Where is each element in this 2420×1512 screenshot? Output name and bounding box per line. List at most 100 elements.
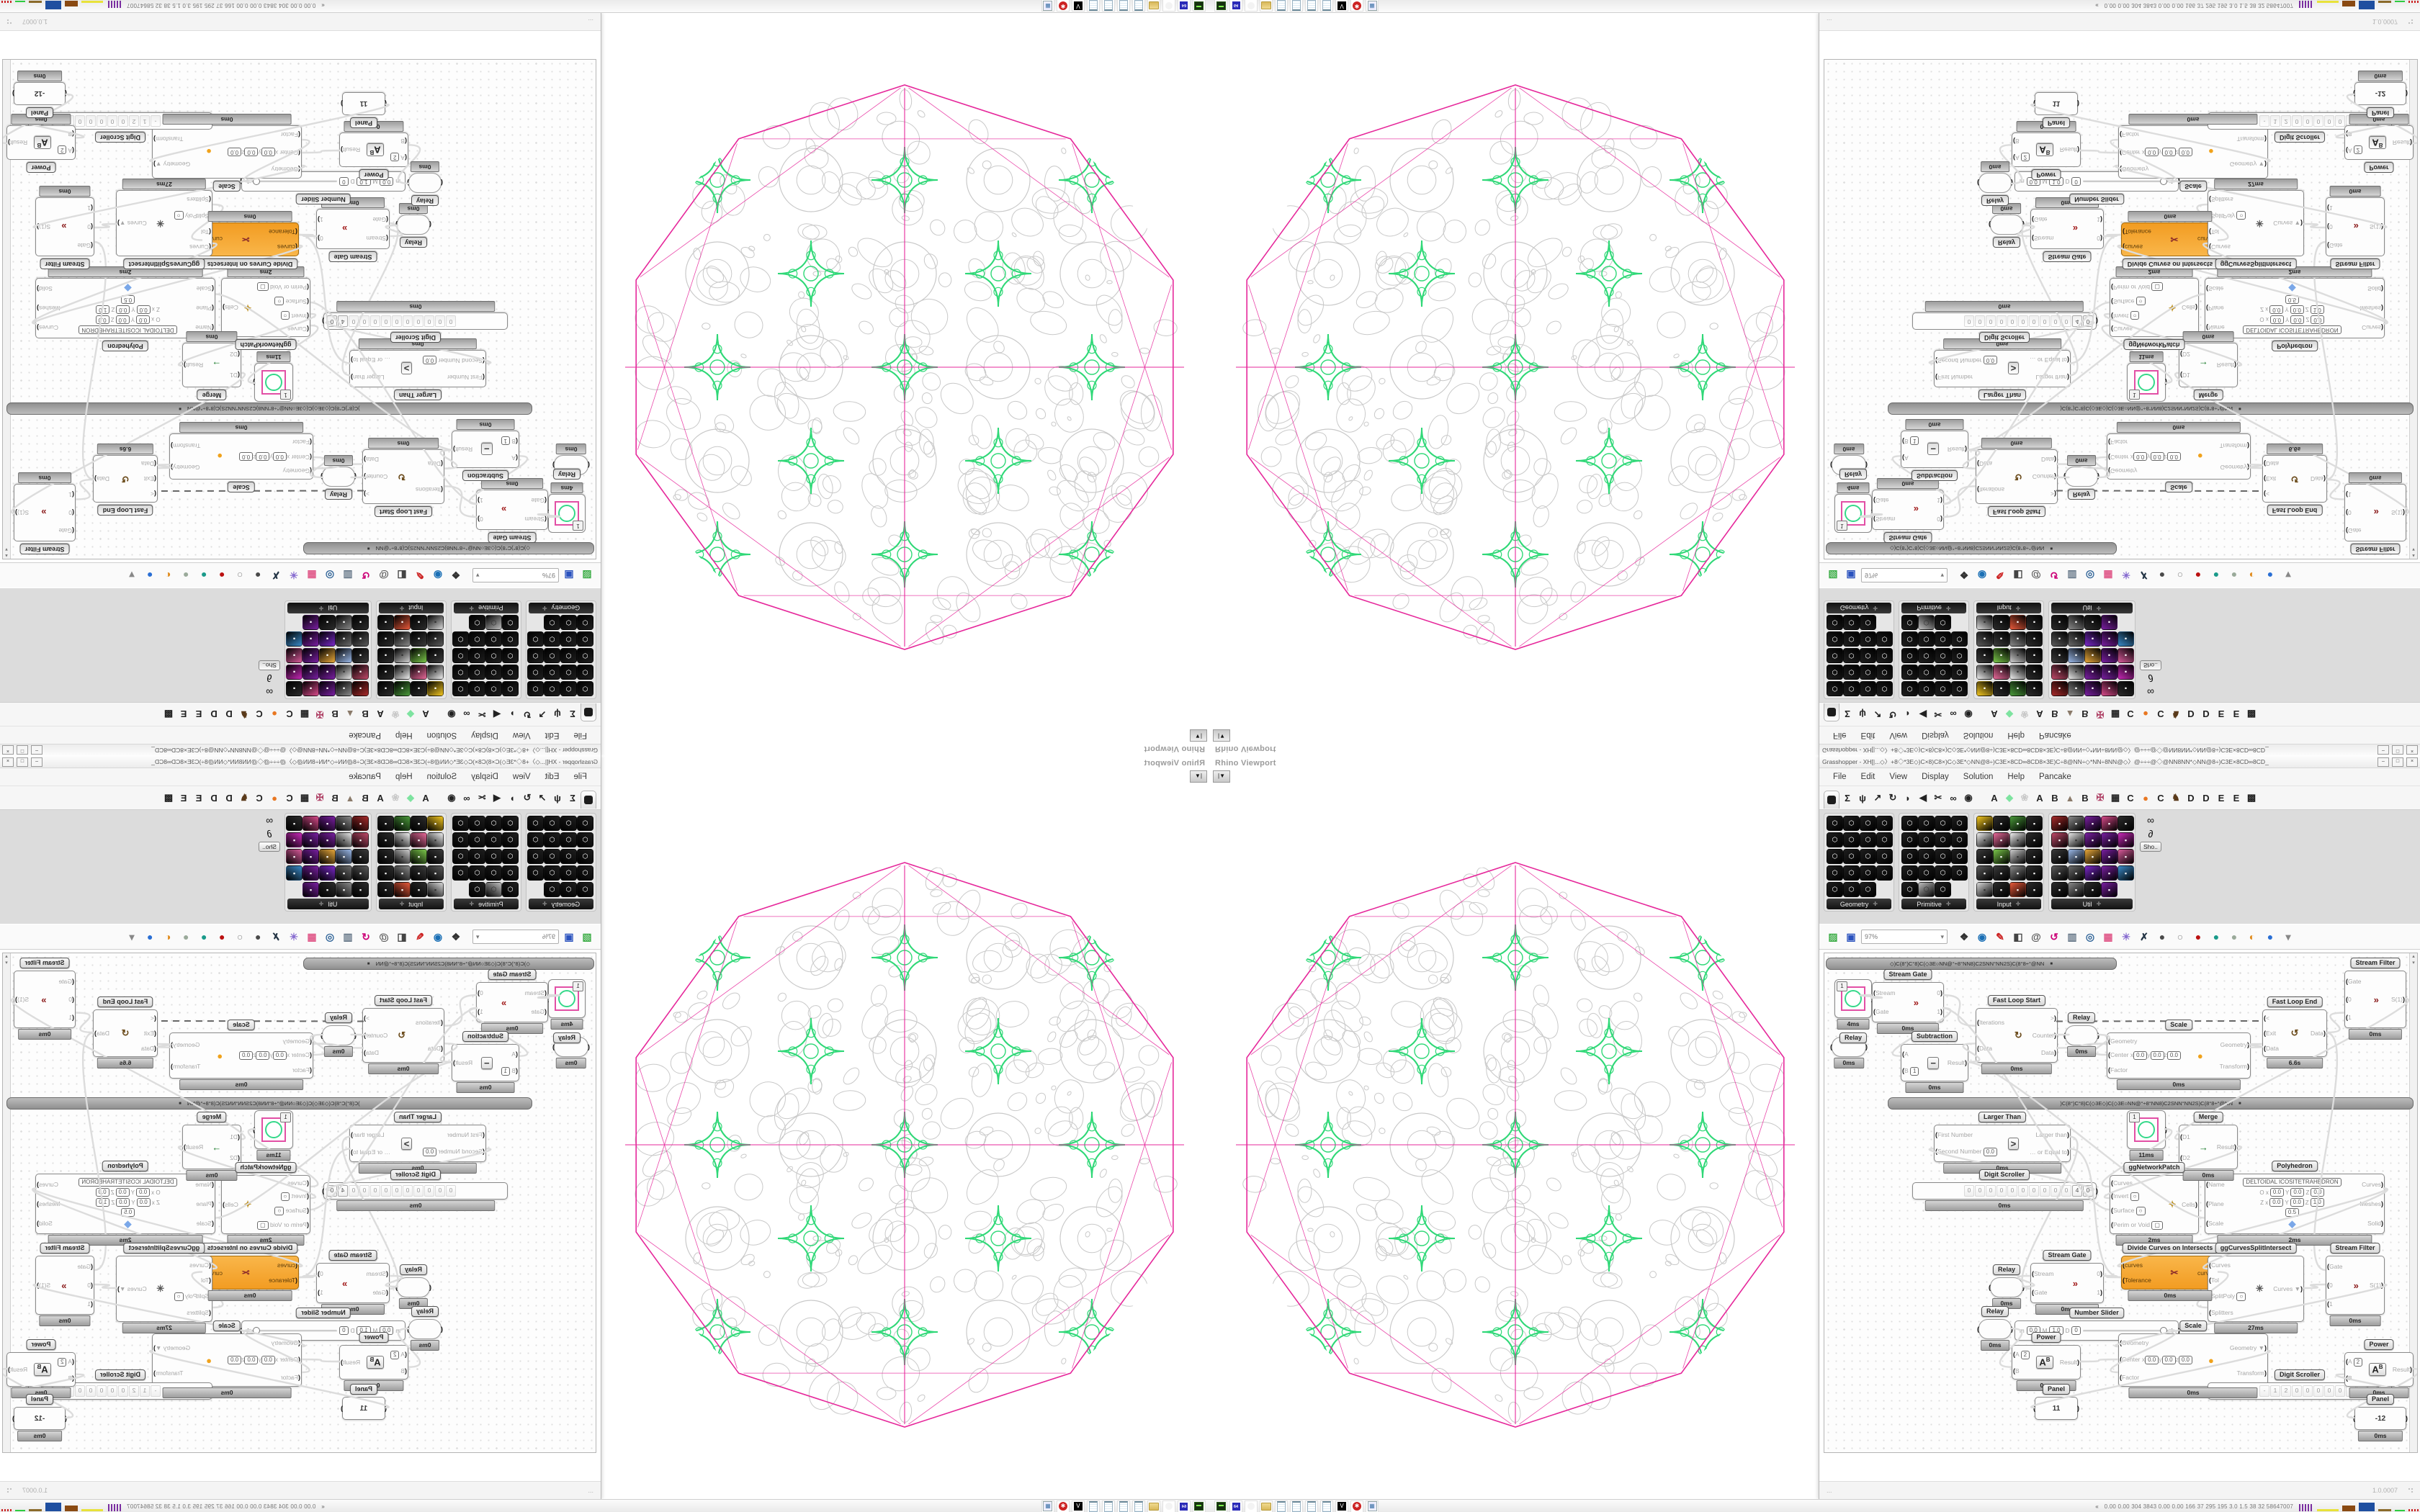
gh-tab-8[interactable]: ∞ xyxy=(1950,792,1957,804)
component-icon[interactable]: ⬡ xyxy=(577,816,593,831)
component-icon[interactable]: ▪ xyxy=(377,865,394,881)
component-icon[interactable]: ▪ xyxy=(319,648,336,663)
gh-tab-16[interactable]: ▲ xyxy=(345,708,355,720)
node-ggcurvessplitintersect[interactable]: (Curves(Tol(SplitPoly ○(Splitters✳Curves… xyxy=(116,179,212,269)
component-icon[interactable]: ▪ xyxy=(2009,865,2026,881)
component-icon[interactable]: ▪ xyxy=(2118,832,2134,847)
gh-node-canvas[interactable]: ▴ ▾ ◇)C(8°)C°8)C(◇3E○NN@°÷8°NN8)C2SNN°NN2… xyxy=(1824,59,2418,559)
calculator-icon[interactable]: ▦ xyxy=(1041,1500,1054,1512)
open-file-button[interactable]: ▨ xyxy=(582,570,592,582)
component-icon[interactable]: ⬡ xyxy=(502,849,519,864)
component-icon[interactable]: ▪ xyxy=(411,865,427,881)
component-icon[interactable]: ⬡ xyxy=(1901,849,1918,864)
gh-tab-17[interactable]: B xyxy=(2081,792,2089,804)
component-icon[interactable]: ▪ xyxy=(2101,665,2118,680)
gh-tab-24[interactable]: D xyxy=(225,792,233,804)
gh-tab-5[interactable]: ◗ xyxy=(509,708,515,720)
component-icon[interactable]: ⬡ xyxy=(1918,832,1935,847)
mode-teal-button[interactable]: ● xyxy=(2213,931,2220,942)
open-file-button[interactable]: ▨ xyxy=(1828,930,1838,942)
component-icon[interactable]: ⬡ xyxy=(452,665,469,680)
notepad-icon-3[interactable] xyxy=(1102,0,1115,12)
component-icon[interactable]: ⬡ xyxy=(1951,681,1968,696)
drive-icon[interactable] xyxy=(1214,1500,1227,1512)
gh-tab-20[interactable]: C xyxy=(2127,708,2134,720)
component-icon[interactable]: ⬡ xyxy=(469,816,485,831)
gh-tab-22[interactable]: C xyxy=(2157,792,2164,804)
node-relay[interactable]: () Relay 0ms xyxy=(321,455,357,500)
gh-tab-3[interactable]: ↗ xyxy=(538,792,547,803)
node-btn2[interactable]: 1) 11ms xyxy=(2127,351,2167,402)
find-button[interactable]: ◎ xyxy=(325,570,335,582)
gh-tab-14[interactable]: A xyxy=(377,708,384,720)
component-icon[interactable]: ▪ xyxy=(336,681,352,696)
component-icon[interactable]: ⬡ xyxy=(1935,681,1951,696)
folder-icon[interactable] xyxy=(1147,1500,1160,1512)
exposure-button[interactable]: ◧ xyxy=(397,930,407,942)
component-icon[interactable]: ⬡ xyxy=(469,615,485,630)
frame-button[interactable]: ▥ xyxy=(343,570,353,582)
gh-tab-28[interactable]: ▩ xyxy=(163,792,174,803)
bulb-button[interactable]: ☀ xyxy=(2121,930,2131,942)
component-icon[interactable]: ▪ xyxy=(352,681,369,696)
component-icon[interactable]: ▪ xyxy=(286,849,302,864)
gh-tab-18[interactable]: ✠ xyxy=(2096,792,2105,803)
component-icon[interactable]: ▪ xyxy=(352,665,369,680)
gh-tab-9[interactable]: ◉ xyxy=(447,792,456,803)
bake-box-button[interactable]: ▦ xyxy=(307,570,317,582)
palette-category-label[interactable]: Primitive ✛ xyxy=(454,603,519,613)
node-stream-gate[interactable]: (Stream (Gate» 0) 1) Stream Gate 0ms xyxy=(2030,1250,2104,1315)
component-icon[interactable]: ⬡ xyxy=(485,681,502,696)
component-icon[interactable]: ▪ xyxy=(319,631,336,647)
component-icon[interactable]: ⬡ xyxy=(485,816,502,831)
mode-blue-button[interactable]: ● xyxy=(146,570,153,581)
component-icon[interactable]: ▪ xyxy=(286,648,302,663)
menu-view[interactable]: View xyxy=(512,731,531,739)
component-icon[interactable]: ▪ xyxy=(427,882,444,897)
node-polyhedron[interactable]: (Name (Plane (Scale DELTOIDAL ICOSITETRAHED… xyxy=(2205,266,2385,351)
find-button[interactable]: ◎ xyxy=(325,930,335,942)
component-icon[interactable]: ⬡ xyxy=(1843,849,1860,864)
menu-pancake[interactable]: Pancake xyxy=(349,731,381,739)
component-icon[interactable]: ▪ xyxy=(2051,832,2068,847)
component-icon[interactable]: ⬡ xyxy=(1918,865,1935,881)
gh-tab-23[interactable]: ♞ xyxy=(2172,709,2180,720)
node-panel[interactable]: -12() Panel 0ms xyxy=(2353,1394,2408,1441)
gh-tab-18[interactable]: ✠ xyxy=(315,792,324,803)
node-fast-loop-start[interactable]: (Iterations (Data ↻ >) Counter) Data) Fast Loo… xyxy=(1976,438,2058,517)
component-icon[interactable]: ▪ xyxy=(319,615,336,630)
menu-edit[interactable]: Edit xyxy=(544,731,560,739)
mode-gray-button[interactable]: ● xyxy=(2231,570,2238,581)
component-icon[interactable]: ⬡ xyxy=(1901,681,1918,696)
component-icon[interactable]: ▪ xyxy=(2051,681,2068,696)
show-panel-button[interactable]: Sho.. xyxy=(259,660,280,670)
component-icon[interactable]: ⬡ xyxy=(452,865,469,881)
node-stream-filter[interactable]: (Gate (0 (1» S(1)) Stream Filter 0ms xyxy=(35,1243,94,1326)
gh-tab-25[interactable]: D xyxy=(2202,792,2210,804)
notepad-icon-1[interactable] xyxy=(1132,0,1145,12)
component-icon[interactable]: ▪ xyxy=(2009,665,2026,680)
node-btn2[interactable]: 1) 11ms xyxy=(253,351,293,402)
mode-orange-button[interactable]: ◐ xyxy=(2249,570,2256,581)
component-icon[interactable]: ⬡ xyxy=(1827,681,1843,696)
component-icon[interactable]: ⬡ xyxy=(1860,882,1876,897)
component-icon[interactable]: ▪ xyxy=(302,849,319,864)
node-panel[interactable]: 11() Panel xyxy=(341,1384,387,1420)
node-digit-scroller[interactable]: 0 0 0 0 0 0 0 0 0 0 4 0) Digit Scroller 0ms xyxy=(1912,1169,2098,1211)
component-icon[interactable]: ▪ xyxy=(394,849,411,864)
gh-tab-14[interactable]: A xyxy=(2036,708,2043,720)
gh-tab-19[interactable]: ▦ xyxy=(2110,709,2120,720)
component-icon[interactable]: ⬡ xyxy=(1827,849,1843,864)
component-icon[interactable]: ▪ xyxy=(377,832,394,847)
mode-gray-button[interactable]: ● xyxy=(182,931,189,942)
component-icon[interactable]: ▪ xyxy=(2118,665,2134,680)
gh-tab-16[interactable]: ▲ xyxy=(2065,792,2075,804)
node-relay[interactable]: () Relay 0ms xyxy=(2063,455,2099,500)
component-icon[interactable]: ▪ xyxy=(286,865,302,881)
palette-category-label[interactable]: Input ✛ xyxy=(1976,899,2041,909)
component-icon[interactable]: ⬡ xyxy=(544,615,560,630)
gh-tab-2[interactable]: ψ xyxy=(1859,792,1866,804)
monitor-chevron-icon[interactable]: « xyxy=(321,1503,325,1510)
gh-tab-5[interactable]: ◗ xyxy=(1905,708,1911,720)
